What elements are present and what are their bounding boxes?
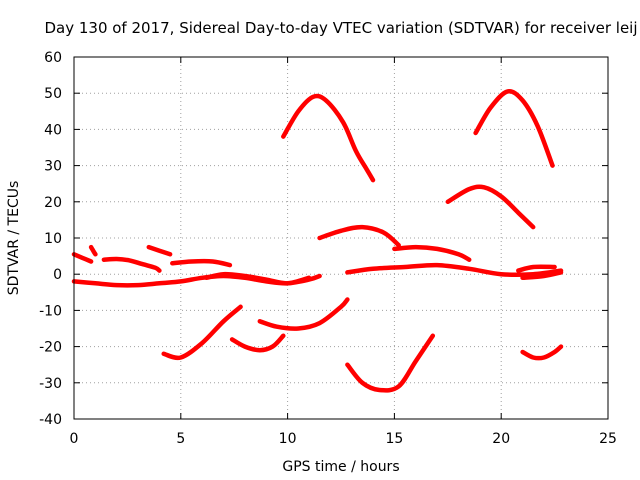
y-axis-label: SDTVAR / TECUs bbox=[6, 181, 22, 296]
y-tick-label: -10 bbox=[39, 303, 62, 319]
x-tick-label: 15 bbox=[385, 431, 403, 447]
y-tick-label: 20 bbox=[44, 195, 62, 211]
series-arc-03 bbox=[88, 244, 98, 257]
y-tick-label: -40 bbox=[39, 412, 62, 428]
x-axis-label: GPS time / hours bbox=[282, 459, 399, 475]
series-arc-14 bbox=[392, 244, 472, 262]
series-arc-04 bbox=[101, 256, 162, 273]
x-tick-label: 0 bbox=[70, 431, 79, 447]
series-arc-16 bbox=[445, 184, 536, 230]
axis-ticks: 0 5 10 15 20 25 -40 -30 -20 -10 0 10 20 30 40 50 60 bbox=[39, 50, 617, 447]
series-arc-15 bbox=[345, 333, 436, 393]
series-arc-09 bbox=[229, 333, 286, 353]
y-tick-label: 10 bbox=[44, 231, 62, 247]
series-arc-08 bbox=[161, 304, 243, 361]
x-tick-label: 25 bbox=[599, 431, 617, 447]
x-tick-label: 10 bbox=[279, 431, 297, 447]
series-arc-19 bbox=[516, 264, 557, 273]
y-tick-label: 50 bbox=[44, 86, 62, 102]
series-arc-05 bbox=[146, 244, 173, 257]
series-arc-13 bbox=[345, 262, 564, 278]
series-group bbox=[71, 88, 564, 393]
series-arc-02 bbox=[71, 252, 94, 264]
chart-title: Day 130 of 2017, Sidereal Day-to-day VTE… bbox=[44, 19, 637, 37]
series-arc-06 bbox=[170, 258, 233, 268]
series-arc-10 bbox=[257, 297, 350, 331]
y-tick-label: 0 bbox=[53, 267, 62, 283]
series-arc-11 bbox=[281, 93, 376, 183]
series-arc-20 bbox=[520, 270, 564, 281]
x-tick-label: 5 bbox=[176, 431, 185, 447]
x-tick-label: 20 bbox=[492, 431, 510, 447]
series-arc-12 bbox=[317, 224, 401, 248]
series-arc-18 bbox=[520, 344, 564, 361]
y-tick-label: 30 bbox=[44, 159, 62, 175]
y-tick-label: 40 bbox=[44, 122, 62, 138]
y-tick-label: 60 bbox=[44, 50, 62, 66]
grid bbox=[74, 57, 608, 419]
series-arc-07 bbox=[204, 271, 312, 286]
y-tick-label: -20 bbox=[39, 340, 62, 356]
series-arc-17 bbox=[473, 88, 555, 168]
y-tick-label: -30 bbox=[39, 376, 62, 392]
